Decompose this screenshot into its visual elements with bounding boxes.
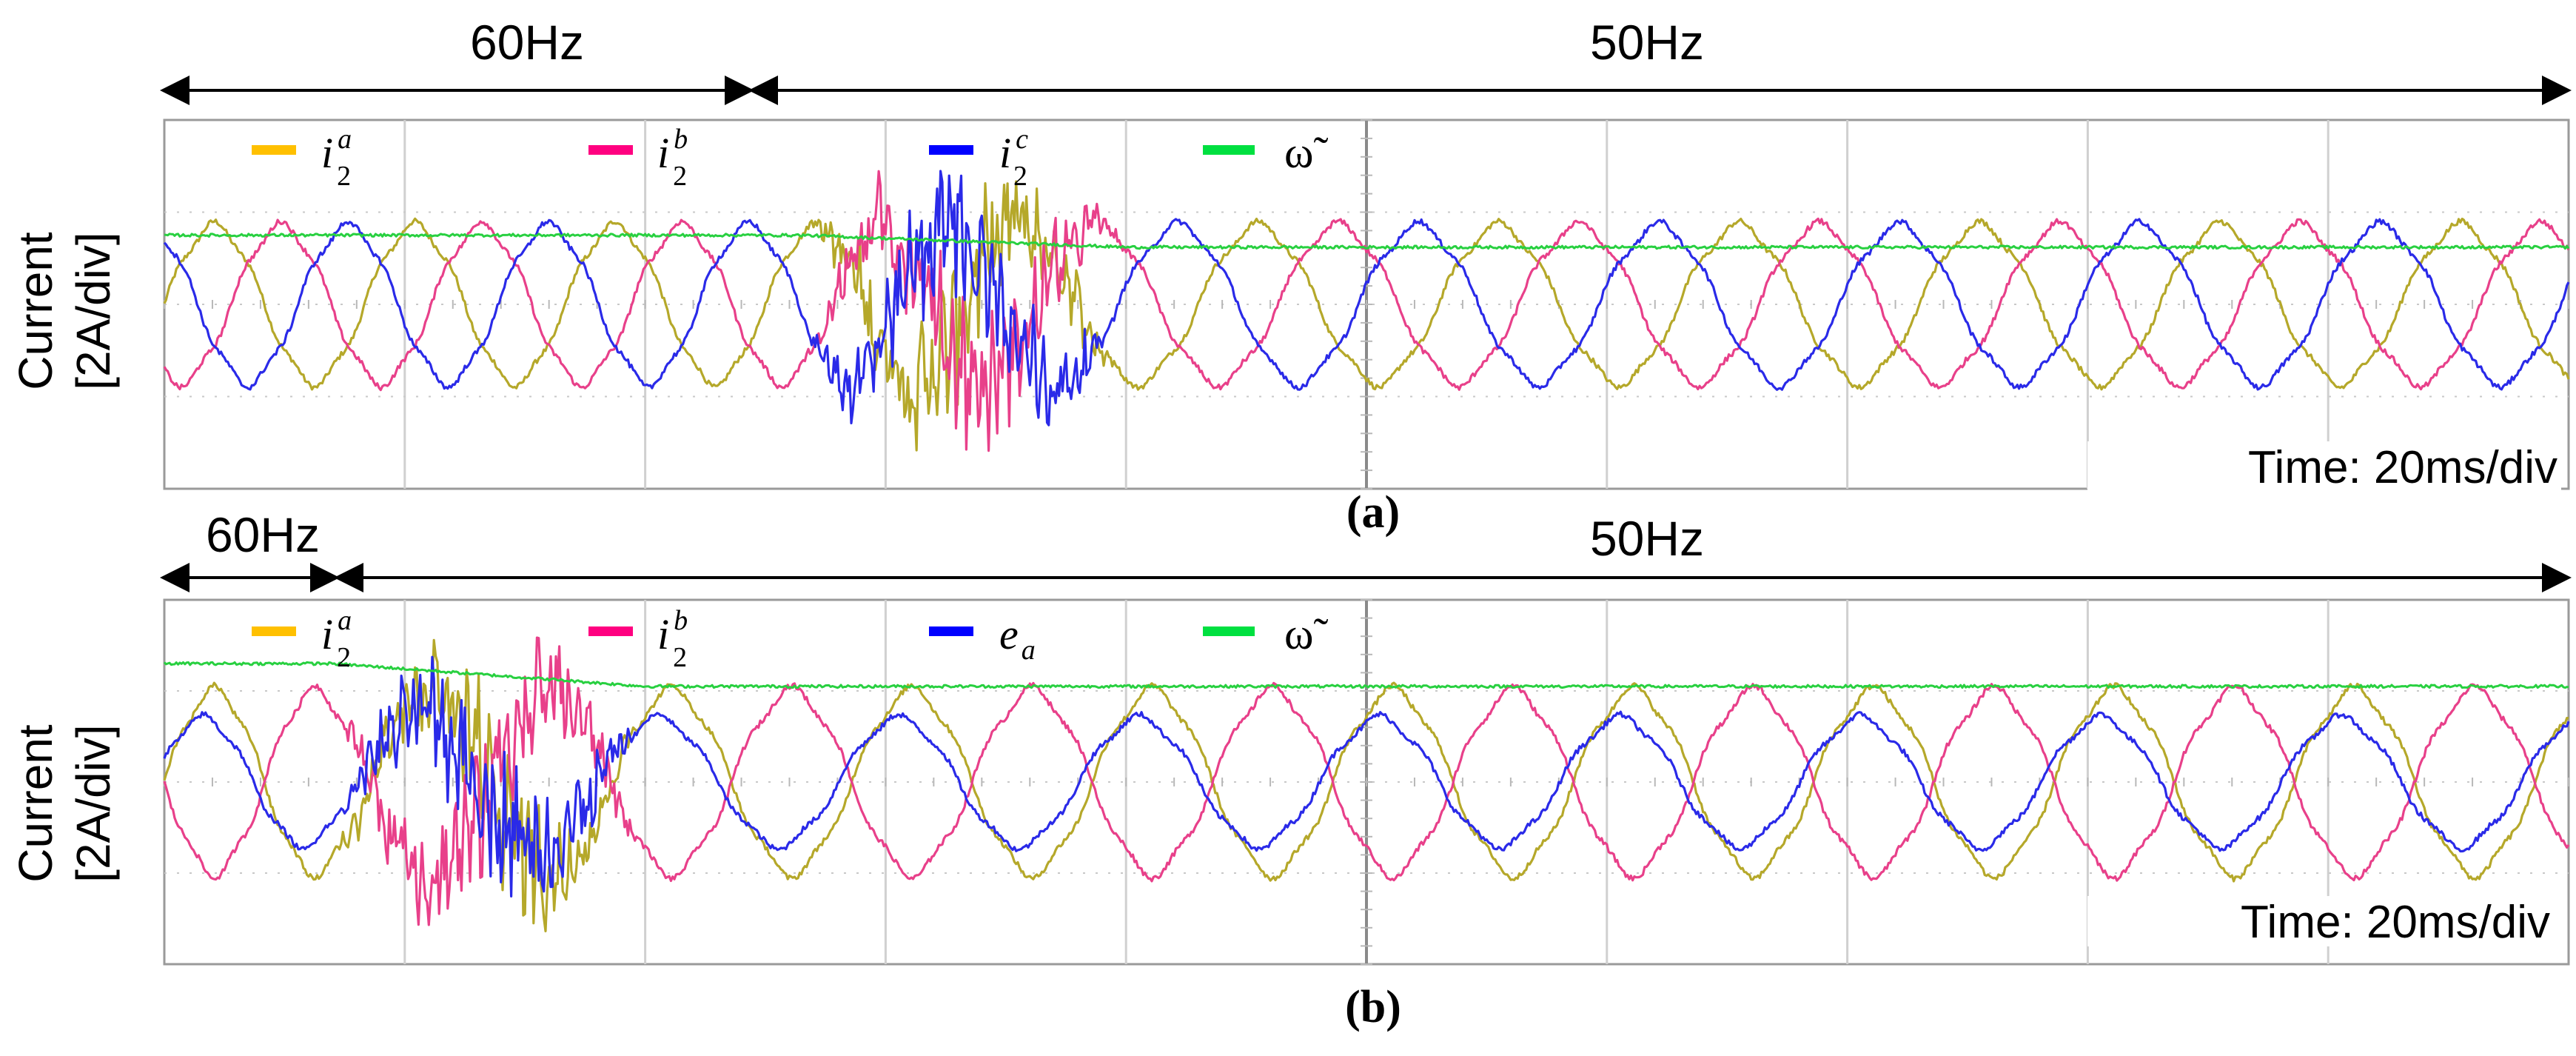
legend-swatch-ib bbox=[588, 145, 633, 155]
label-60hz-a: 60Hz bbox=[470, 15, 584, 70]
legend-swatch-omega-b bbox=[1203, 626, 1255, 636]
legend-swatch-omega bbox=[1203, 145, 1255, 155]
legend-swatch-ic bbox=[929, 145, 973, 155]
legend-swatch-ib-b bbox=[588, 626, 633, 636]
series-line-a-3 bbox=[164, 233, 2570, 250]
timescale-bg-a bbox=[2087, 441, 2561, 492]
timescale-bg-b bbox=[2087, 896, 2561, 946]
timescale-b: Time: 20ms/div bbox=[2241, 897, 2550, 948]
panel-label-b: (b) bbox=[1345, 982, 1401, 1032]
legend-swatch-ia bbox=[252, 145, 296, 155]
ylabel-line2-b: [2A/div] bbox=[67, 724, 120, 882]
series-line-b-1 bbox=[163, 636, 2570, 926]
timescale-a: Time: 20ms/div bbox=[2248, 442, 2557, 493]
series-line-b-3 bbox=[163, 661, 2569, 689]
legend-swatch-ia-b bbox=[252, 626, 296, 636]
series-line-a-1 bbox=[163, 170, 2570, 452]
plot-area-a bbox=[163, 118, 2570, 490]
series-line-b-0 bbox=[163, 638, 2569, 933]
freq-arrows-b: 60Hz 50Hz bbox=[160, 507, 2572, 592]
label-60hz-b: 60Hz bbox=[206, 507, 320, 562]
freq-arrows-a: 60Hz 50Hz bbox=[160, 15, 2572, 105]
label-50hz-a: 50Hz bbox=[1590, 15, 1704, 70]
ylabel-line1-a: Current bbox=[9, 232, 62, 390]
ylabel-line2-a: [2A/div] bbox=[67, 232, 120, 390]
ylabel-line1-b: Current bbox=[9, 724, 62, 883]
label-50hz-b: 50Hz bbox=[1590, 511, 1704, 566]
panel-label-a: (a) bbox=[1346, 487, 1400, 538]
series-line-b-2 bbox=[163, 655, 2570, 898]
legend-swatch-ea-b bbox=[929, 626, 973, 636]
series-line-a-0 bbox=[163, 180, 2570, 452]
